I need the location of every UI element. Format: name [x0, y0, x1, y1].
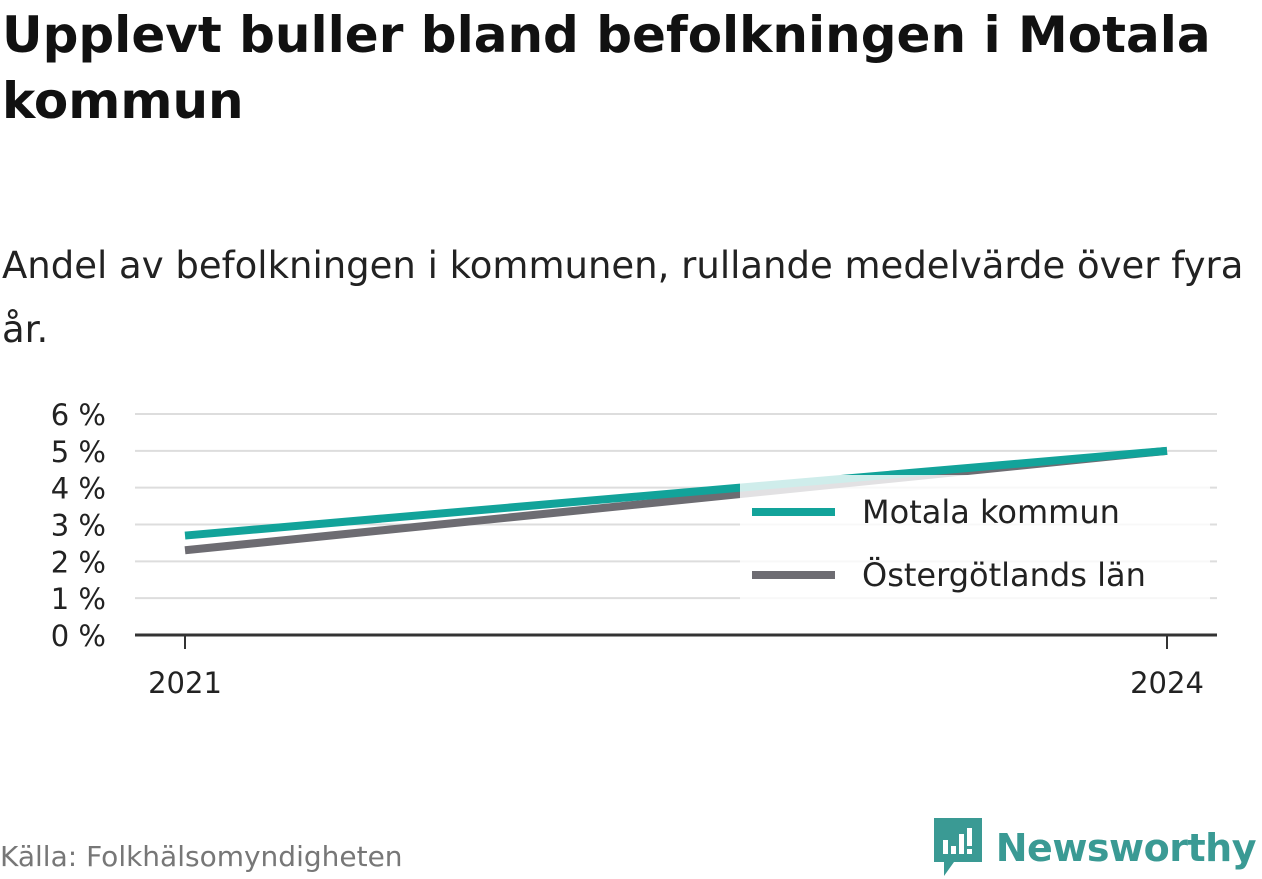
legend-box [740, 475, 1210, 603]
y-tick-label: 5 % [51, 435, 106, 469]
y-tick-label: 6 % [51, 398, 106, 432]
source-label: Källa: Folkhälsomyndigheten [0, 840, 403, 873]
line-chart: 0 %1 %2 %3 %4 %5 %6 % 2021 2024 Motala komm… [51, 398, 1217, 700]
y-tick-label: 1 % [51, 582, 106, 616]
x-tick-label: 2024 [1130, 666, 1204, 700]
chart-title: Upplevt buller bland befolkningen i Mota… [2, 6, 1211, 130]
series-line-0 [184, 446, 1168, 540]
newsworthy-logo-icon [933, 818, 982, 876]
y-tick-label: 0 % [51, 619, 106, 653]
brand-name: Newsworthy [995, 826, 1257, 870]
newsworthy-logo: Newsworthy [933, 818, 1257, 878]
y-tick-label: 3 % [51, 509, 106, 543]
y-tick-label: 4 % [51, 472, 106, 506]
chart-subtitle: Andel av befolkningen i kommunen, rullan… [2, 244, 1244, 351]
legend-label: Östergötlands län [862, 556, 1146, 594]
legend-label: Motala kommun [862, 493, 1120, 531]
x-tick-label: 2021 [148, 666, 222, 700]
y-tick-label: 2 % [51, 545, 106, 579]
